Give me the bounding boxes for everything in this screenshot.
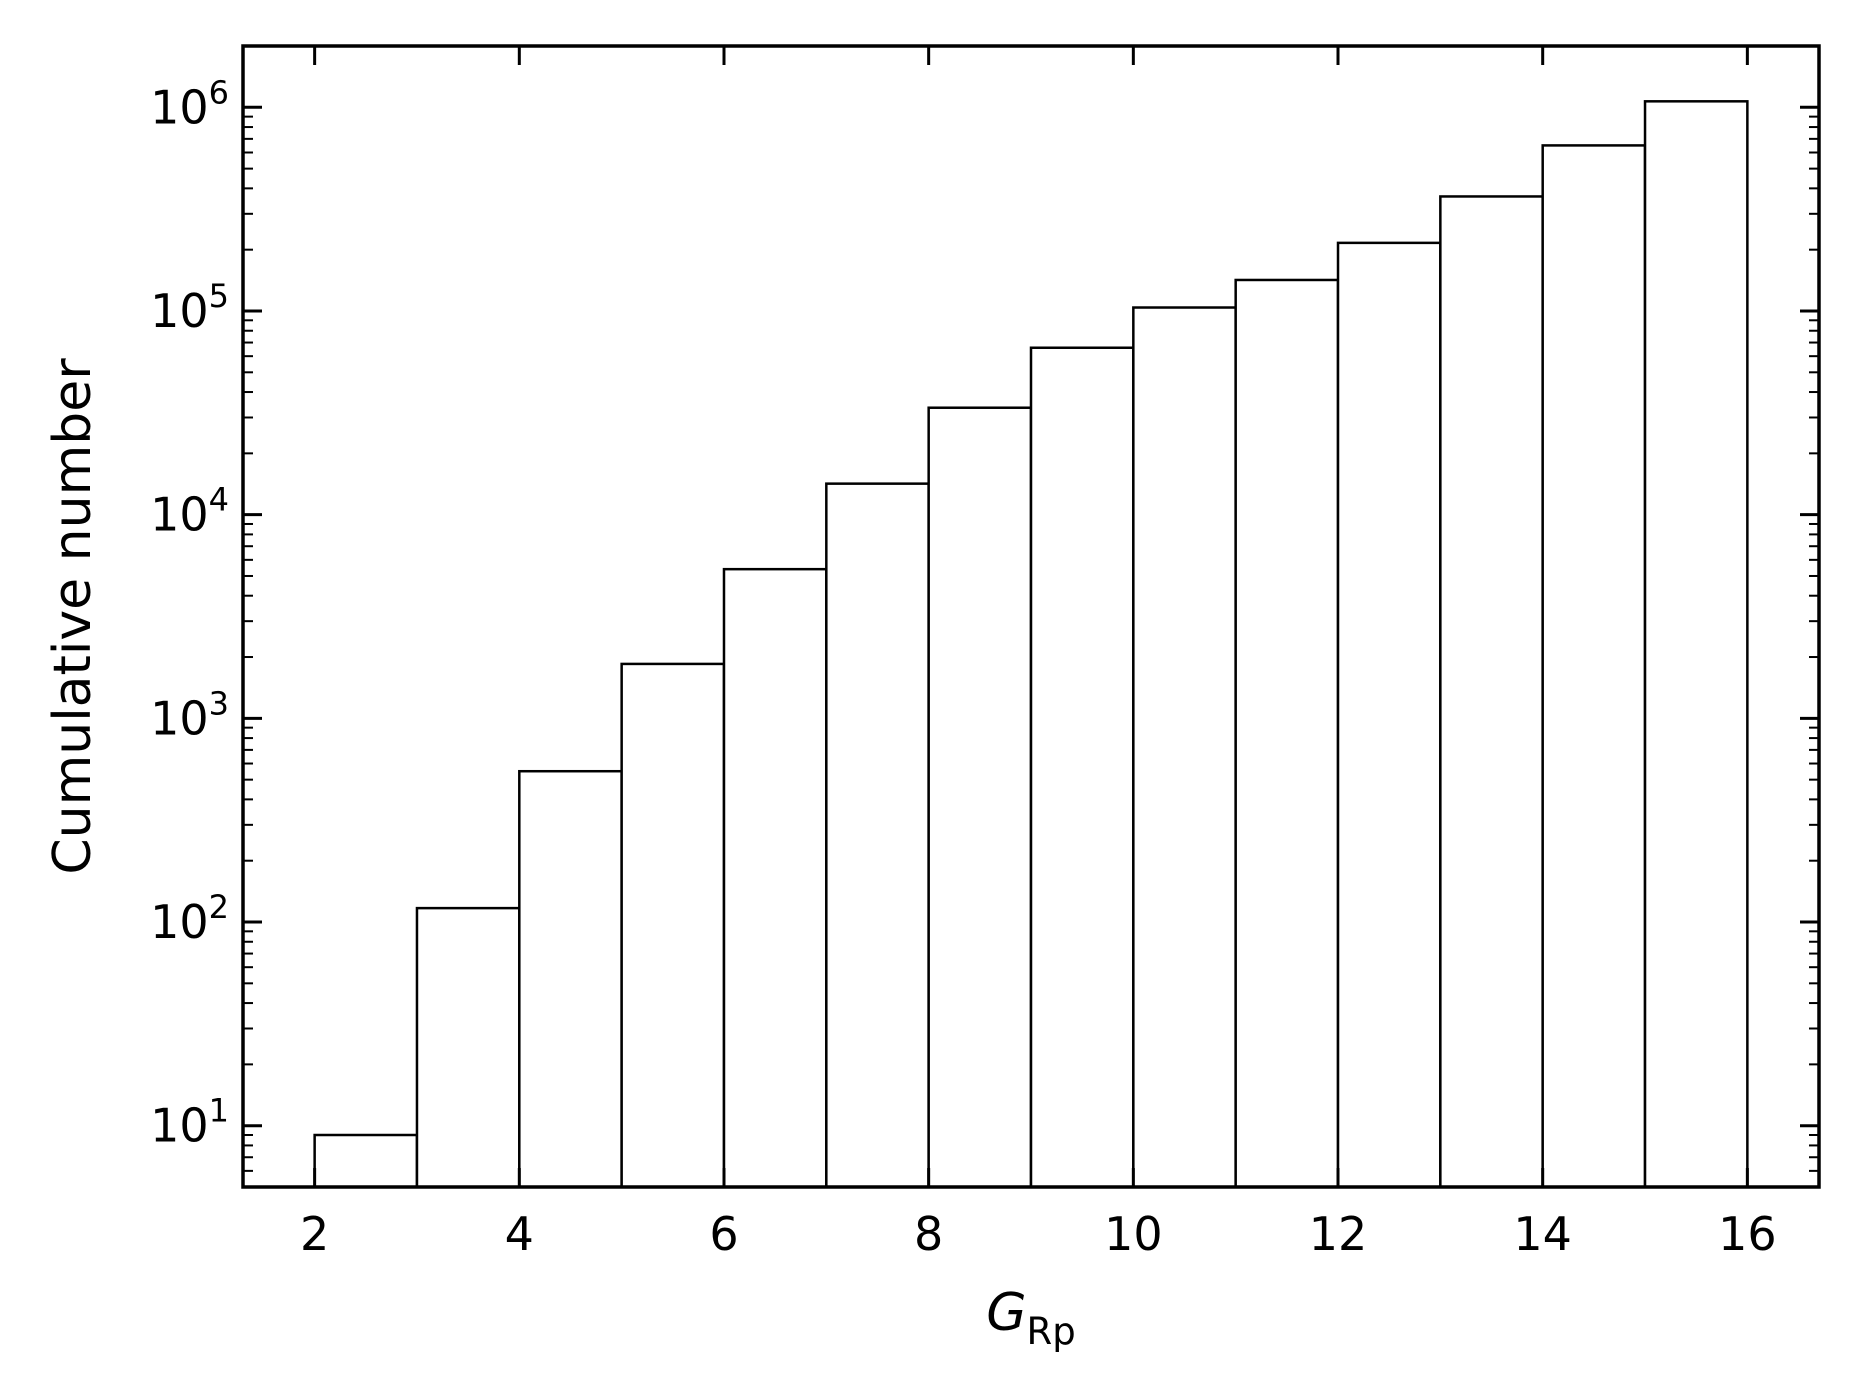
- histogram-bar-1: [313, 1133, 419, 1189]
- histogram-bar-12: [1439, 195, 1544, 1189]
- plot-frame: [241, 44, 1821, 1189]
- histogram-bar-14: [1643, 100, 1749, 1189]
- x-tick-label-1: 2: [300, 1207, 329, 1261]
- x-tick-label-2: 4: [505, 1207, 534, 1261]
- y-tick-label-2: 102: [150, 888, 229, 949]
- histogram-bars: [313, 100, 1749, 1189]
- x-tick-label-4: 8: [914, 1207, 943, 1261]
- y-tick-label-1: 101: [150, 1092, 229, 1153]
- x-axis-label-main: G: [986, 1283, 1026, 1343]
- x-tick-label-5: 10: [1104, 1207, 1163, 1261]
- x-axis-label-subscript: Rp: [1027, 1310, 1076, 1353]
- x-tick-label-3: 6: [709, 1207, 738, 1261]
- axis-tick-labels: 2 4 6 8 10 12 14 16 101 102 103 104 105 106: [150, 73, 1777, 1261]
- histogram-bar-10: [1234, 278, 1340, 1189]
- y-tick-label-5: 105: [150, 277, 229, 338]
- y-tick-label-3: 103: [150, 684, 229, 745]
- y-axis-label: Cumulative number: [43, 358, 103, 875]
- histogram-bar-2: [415, 906, 521, 1189]
- histogram-bar-7: [927, 406, 1033, 1189]
- histogram-bar-9: [1132, 306, 1237, 1189]
- histogram-bar-6: [825, 482, 930, 1189]
- y-tick-label-6: 106: [150, 73, 229, 134]
- y-tick-label-4: 104: [150, 481, 229, 542]
- histogram-bar-3: [518, 769, 623, 1189]
- histogram-bar-4: [620, 662, 726, 1189]
- histogram-bar-5: [722, 567, 828, 1189]
- histogram-bar-13: [1541, 144, 1647, 1189]
- x-tick-label-8: 16: [1718, 1207, 1777, 1261]
- x-tick-label-6: 12: [1309, 1207, 1368, 1261]
- histogram-bar-8: [1029, 346, 1135, 1189]
- x-axis-label: GRp: [986, 1283, 1076, 1353]
- x-tick-label-7: 14: [1513, 1207, 1572, 1261]
- histogram-bar-11: [1336, 241, 1442, 1189]
